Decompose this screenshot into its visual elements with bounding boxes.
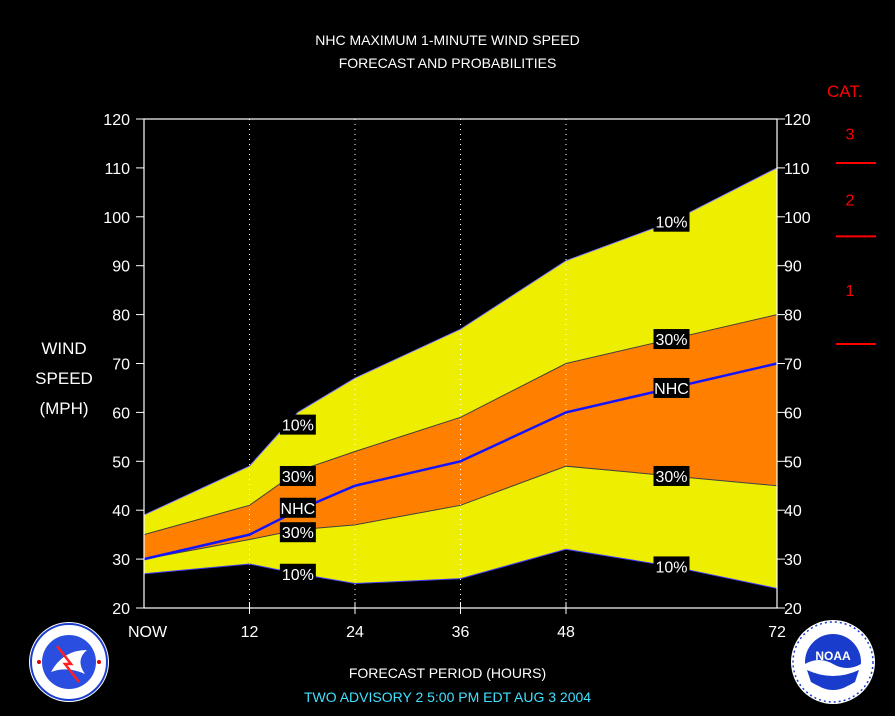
y-tick-label-right-110: 110 [784, 161, 810, 178]
band-label-box-4 [279, 563, 316, 584]
band-label-2: NHC [281, 501, 316, 518]
band-label-box-7 [653, 377, 690, 398]
band-label-box-2 [279, 497, 316, 518]
band-label-box-8 [653, 465, 690, 486]
category-header: CAT. [827, 82, 863, 101]
x-tick-label-72: 72 [768, 624, 786, 641]
band-label-box-9 [653, 556, 690, 577]
band-label-9: 10% [655, 559, 687, 576]
noaa-logo: NOAA [791, 620, 875, 704]
y-axis-label-line-3: (MPH) [39, 399, 89, 418]
x-axis-label: FORECAST PERIOD (HOURS) [348, 665, 547, 681]
category-label-3: 3 [846, 127, 855, 144]
band-label-7: NHC [654, 381, 689, 398]
band-label-8: 30% [655, 469, 687, 486]
band-label-box-1 [279, 465, 316, 486]
y-tick-label-right-100: 100 [784, 210, 811, 227]
x-tick-label-NOW: NOW [128, 624, 168, 641]
y-tick-label-left-110: 110 [104, 161, 130, 178]
chart-subtitle: FORECAST AND PROBABILITIES [338, 55, 557, 71]
y-axis-label-line-2: SPEED [35, 369, 93, 388]
band-label-5: 10% [655, 215, 687, 232]
y-tick-label-right-60: 60 [784, 405, 802, 422]
y-tick-label-right-50: 50 [784, 454, 802, 471]
band-label-6: 30% [655, 332, 687, 349]
y-tick-label-left-70: 70 [112, 357, 130, 374]
y-tick-label-left-80: 80 [112, 308, 130, 325]
x-tick-label-36: 36 [452, 624, 470, 641]
y-tick-label-left-40: 40 [112, 503, 130, 520]
x-tick-label-24: 24 [346, 624, 364, 641]
y-tick-label-right-80: 80 [784, 308, 802, 325]
y-tick-label-right-20: 20 [784, 601, 802, 618]
advisory-line: TWO ADVISORY 2 5:00 PM EDT AUG 3 2004 [303, 689, 592, 705]
band-label-3: 30% [282, 525, 314, 542]
band-label-box-6 [653, 329, 690, 350]
band-label-box-3 [279, 522, 316, 543]
y-tick-label-left-60: 60 [112, 405, 130, 422]
y-tick-label-left-20: 20 [112, 601, 130, 618]
band-label-4: 10% [282, 567, 314, 584]
y-tick-label-right-90: 90 [784, 259, 802, 276]
y-tick-label-left-30: 30 [112, 552, 130, 569]
y-axis-label-line-1: WIND [41, 339, 87, 358]
y-tick-label-right-40: 40 [784, 503, 802, 520]
band-label-0: 10% [282, 418, 314, 435]
nws-logo [29, 622, 109, 702]
y-tick-label-right-30: 30 [784, 552, 802, 569]
band-label-1: 30% [282, 469, 314, 486]
y-tick-label-right-120: 120 [784, 112, 811, 129]
band-label-box-0 [279, 414, 316, 435]
y-tick-label-left-50: 50 [112, 454, 130, 471]
x-tick-label-12: 12 [241, 624, 259, 641]
y-tick-label-left-90: 90 [112, 259, 130, 276]
band-label-box-5 [653, 211, 690, 232]
category-label-2: 2 [846, 193, 855, 210]
y-tick-label-right-70: 70 [784, 357, 802, 374]
y-tick-label-left-120: 120 [103, 112, 130, 129]
y-tick-label-left-100: 100 [103, 210, 130, 227]
category-label-1: 1 [846, 283, 855, 300]
chart-title: NHC MAXIMUM 1-MINUTE WIND SPEED [315, 32, 580, 48]
x-tick-label-48: 48 [557, 624, 575, 641]
noaa-logo-text: NOAA [815, 649, 851, 663]
